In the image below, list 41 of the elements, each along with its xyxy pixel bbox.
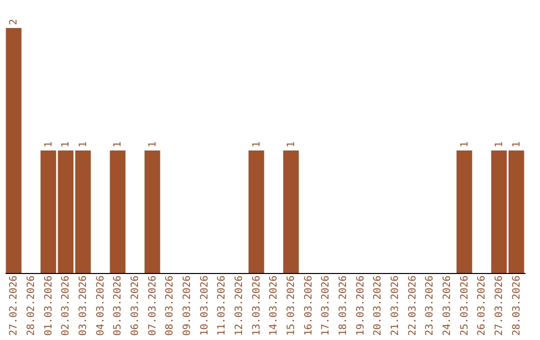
x-tick-label: 20.03.2026	[372, 276, 384, 336]
x-tick-label: 06.03.2026	[130, 276, 141, 336]
data-label: 1	[60, 141, 72, 148]
data-label: 1	[494, 141, 505, 148]
x-tick-label: 25.03.2026	[459, 276, 470, 336]
x-tick-label: 23.03.2026	[424, 276, 436, 336]
x-tick-label: 19.03.2026	[355, 276, 366, 336]
data-label: 1	[78, 141, 89, 148]
x-tick-label: 14.03.2026	[268, 276, 280, 336]
data-label: 1	[112, 141, 124, 148]
x-tick-label: 24.03.2026	[442, 276, 453, 336]
data-label: 1	[251, 141, 262, 148]
x-tick-label: 01.03.2026	[43, 276, 54, 336]
x-tick-label: 04.03.2026	[95, 276, 106, 336]
x-tick-label: 12.03.2026	[234, 276, 245, 336]
x-tick-label: 17.03.2026	[320, 276, 332, 336]
x-tick-label: 08.03.2026	[164, 276, 176, 336]
data-label: 1	[147, 141, 158, 148]
x-tick-label: 03.03.2026	[78, 276, 89, 336]
data-label: 1	[511, 141, 522, 148]
x-tick-label: 28.03.2026	[511, 276, 522, 336]
data-label: 1	[459, 141, 470, 148]
data-label: 1	[286, 141, 297, 148]
data-label: 2	[8, 18, 20, 25]
x-tick-label: 27.03.2026	[494, 276, 505, 336]
x-tick-label: 11.03.2026	[216, 276, 228, 336]
data-label: 1	[43, 141, 54, 148]
x-tick-label: 28.02.2026	[26, 276, 37, 336]
x-tick-label: 10.03.2026	[199, 276, 210, 336]
x-tick-label: 18.03.2026	[338, 276, 349, 336]
x-tick-label: 21.03.2026	[390, 276, 401, 336]
x-tick-label: 05.03.2026	[112, 276, 124, 336]
x-tick-label: 15.03.2026	[286, 276, 297, 336]
x-tick-label: 16.03.2026	[303, 276, 314, 336]
x-tick-label: 07.03.2026	[147, 276, 158, 336]
x-tick-label: 02.03.2026	[60, 276, 72, 336]
x-tick-label: 09.03.2026	[182, 276, 193, 336]
x-tick-label: 22.03.2026	[407, 276, 418, 336]
x-tick-label: 27.02.2026	[8, 276, 20, 336]
x-tick-label: 26.03.2026	[476, 276, 488, 336]
x-tick-label: 13.03.2026	[251, 276, 262, 336]
